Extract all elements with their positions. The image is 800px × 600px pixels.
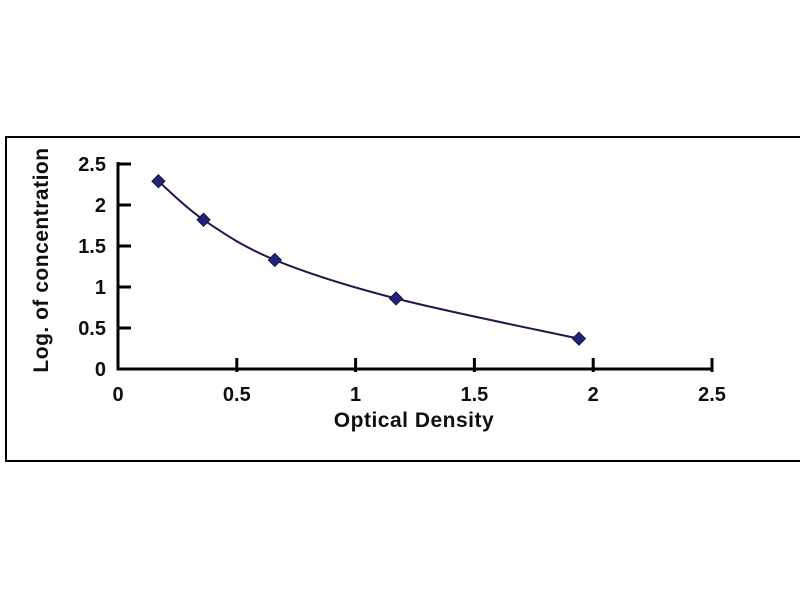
x-tick-label: 0.5 [223, 384, 251, 406]
y-tick-label: 0.5 [78, 318, 106, 340]
x-tick-label: 2.5 [698, 384, 726, 406]
y-tick-label: 1.5 [78, 236, 106, 258]
data-point-marker [196, 212, 211, 227]
data-point-marker [267, 252, 283, 268]
standard-curve-line [157, 180, 580, 340]
x-tick-label: 1 [350, 384, 361, 406]
y-tick-label: 0 [95, 359, 106, 381]
y-tick-label: 1 [95, 277, 106, 299]
x-tick-label: 1.5 [460, 384, 488, 406]
x-tick-label: 2 [588, 384, 599, 406]
y-tick-label: 2.5 [78, 154, 106, 176]
x-axis-title: Optical Density [333, 409, 495, 432]
y-axis-title: Log. of concentration [30, 147, 53, 373]
y-tick-label: 2 [95, 195, 106, 217]
data-point-marker [571, 331, 587, 346]
x-tick-label: 0 [112, 384, 123, 406]
data-point-marker [388, 291, 404, 306]
data-point-marker [151, 174, 166, 189]
